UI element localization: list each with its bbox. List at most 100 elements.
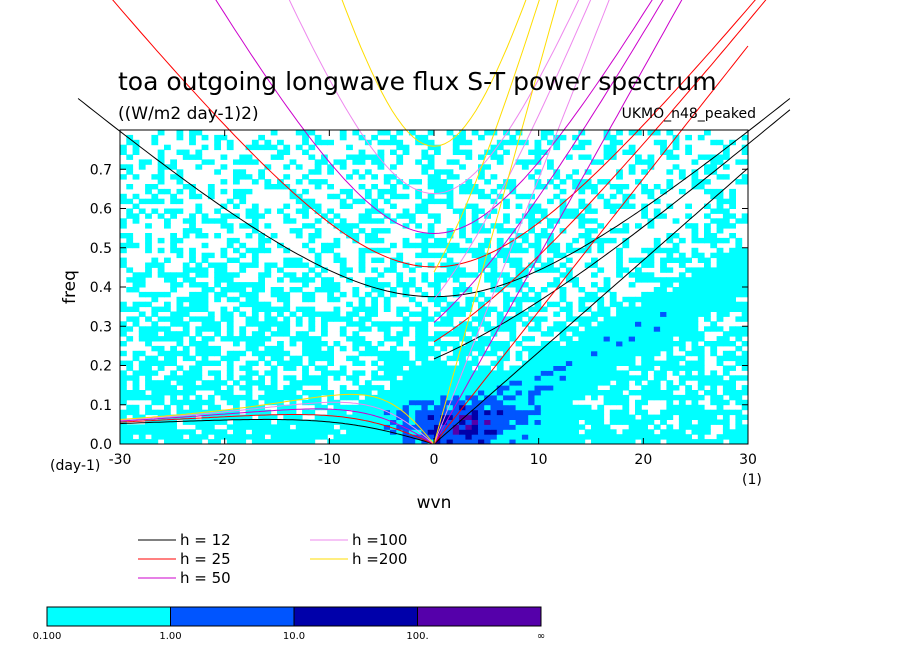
heat-cell [603,306,611,312]
heat-cell [478,174,485,180]
heat-cell [302,223,309,229]
heat-cell [578,360,586,366]
heat-cell [572,134,579,141]
heat-cell [327,316,334,322]
heat-cell [515,424,523,430]
heat-cell [521,296,529,303]
heat-cell [434,213,441,219]
heat-cell [201,336,209,342]
heat-cell [264,424,272,430]
heat-cell [289,193,297,200]
heat-cell [446,404,454,411]
heat-cell [120,198,127,205]
heat-cell [616,345,623,352]
heat-cell [691,287,699,293]
heat-cell [572,404,579,411]
heat-cell [327,311,334,317]
heat-cell [584,350,592,357]
heat-cell [258,287,265,293]
heat-cell [459,419,466,425]
heat-cell [176,130,184,136]
heat-cell [421,272,429,278]
heat-cell [120,257,127,263]
heat-cell [251,341,259,347]
heat-cell [653,242,661,249]
heat-cell [635,336,642,342]
heat-cell [421,370,429,376]
heat-cell [710,193,718,200]
heat-cell [729,203,736,209]
heat-cell [647,365,655,371]
heat-cell [440,370,448,376]
heat-cell [515,350,523,357]
heat-cell [245,414,253,420]
heat-cell [653,360,661,366]
heat-cell [553,169,561,175]
heat-cell [622,326,630,332]
heat-cell [302,365,309,371]
heat-cell [559,306,567,312]
heat-cell [120,174,127,180]
heat-cell [371,345,378,352]
heat-cell [427,385,435,391]
heat-cell [170,193,177,200]
heat-cell [660,149,667,155]
heat-cell [371,134,378,141]
heat-cell [277,404,284,411]
heat-cell [704,262,711,268]
heat-cell [258,331,265,337]
heat-cell [559,365,567,371]
heat-cell [233,306,240,312]
heat-cell [189,257,196,263]
heat-cell [308,429,316,435]
heat-cell [251,439,259,444]
heat-cell [434,355,441,362]
heat-cell [434,331,441,337]
heat-cell [465,434,473,440]
heat-cell [697,257,705,263]
heat-cell [503,282,510,288]
heat-cell [584,237,592,244]
heat-cell [314,419,322,425]
heat-cell [220,154,228,160]
heat-cell [383,424,391,430]
heat-cell [452,267,460,273]
heat-cell [364,193,372,200]
heat-cell [396,341,404,347]
heat-cell [584,355,592,362]
heat-cell [685,390,692,396]
heat-cell [710,164,718,170]
heat-cell [484,311,491,317]
heat-cell [189,193,196,200]
heat-cell [559,390,567,396]
heat-cell [578,434,586,440]
heat-cell [609,228,617,234]
heat-cell [496,429,504,435]
heat-cell [226,228,234,234]
heat-cell [138,311,146,317]
heat-cell [283,375,291,381]
heat-cell [145,365,152,371]
heat-cell [515,355,523,362]
heat-cell [233,169,240,175]
heat-cell [722,213,730,219]
heat-cell [415,321,422,327]
heat-cell [609,331,617,337]
heat-cell [735,326,743,332]
heat-cell [164,404,171,411]
heat-cell [170,394,177,401]
heat-cell [503,434,510,440]
heat-cell [327,139,334,146]
heat-cell [427,316,435,322]
heat-cell [270,154,278,160]
heat-cell [685,404,692,411]
heat-cell [672,409,680,416]
heat-cell [170,350,177,357]
heat-cell [308,247,316,254]
heat-cell [239,350,247,357]
heat-cell [164,188,171,195]
heat-cell [735,331,743,337]
heat-cell [239,414,247,420]
heat-cell [741,311,748,317]
heat-cell [132,174,140,180]
